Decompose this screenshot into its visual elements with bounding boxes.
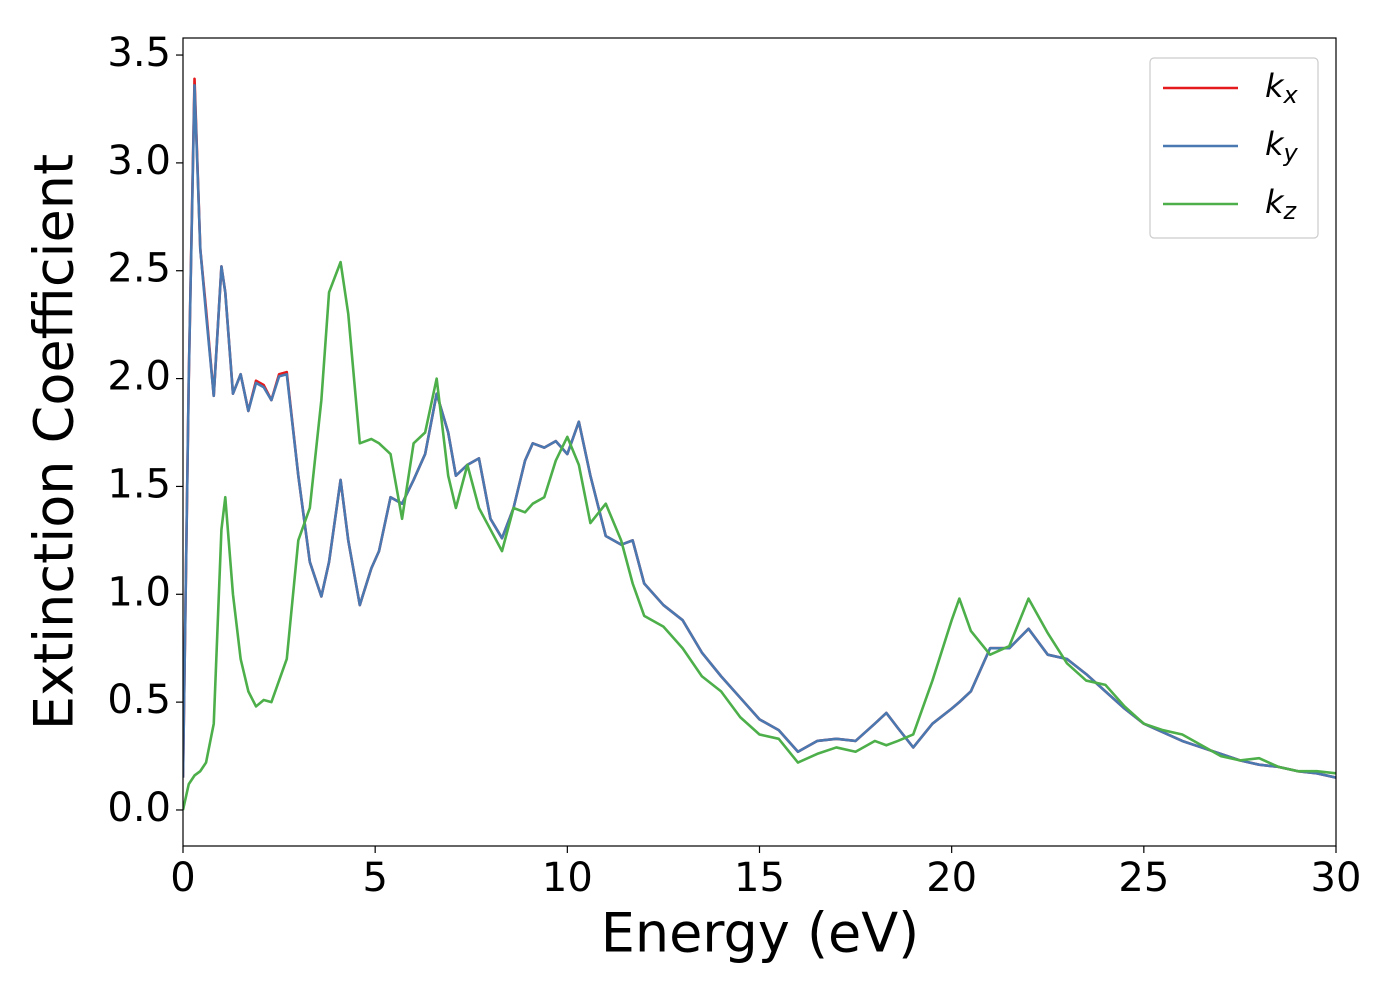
x-tick-label: 5	[362, 855, 387, 901]
data-line	[183, 260, 1336, 811]
y-tick-label: 2.5	[107, 246, 171, 292]
y-tick-label: 1.5	[107, 461, 171, 507]
legend-box	[1149, 57, 1319, 239]
x-tick-label: 20	[926, 855, 977, 901]
legend-label: ky	[1265, 125, 1299, 167]
legend: kx ky kz	[1149, 57, 1319, 239]
y-tick-label: 3.0	[107, 138, 171, 184]
y-tick-label: 1.0	[107, 569, 171, 615]
legend-label: kx	[1265, 67, 1299, 109]
y-tick-label: 2.0	[107, 354, 171, 400]
x-axis-label: Energy (eV)	[601, 902, 920, 965]
x-tick-label: 25	[1118, 855, 1169, 901]
x-tick-label: 30	[1311, 855, 1362, 901]
x-tick-label: 15	[734, 855, 785, 901]
x-tick-label: 10	[542, 855, 593, 901]
plot-frame	[182, 37, 1337, 847]
legend-label: kz	[1265, 183, 1298, 225]
y-tick-label: 3.5	[107, 30, 171, 76]
y-tick-label: 0.0	[107, 785, 171, 831]
x-tick-label: 0	[170, 855, 195, 901]
y-tick-label: 0.5	[107, 677, 171, 723]
y-axis-label: Extinction Coefficient	[23, 154, 86, 730]
